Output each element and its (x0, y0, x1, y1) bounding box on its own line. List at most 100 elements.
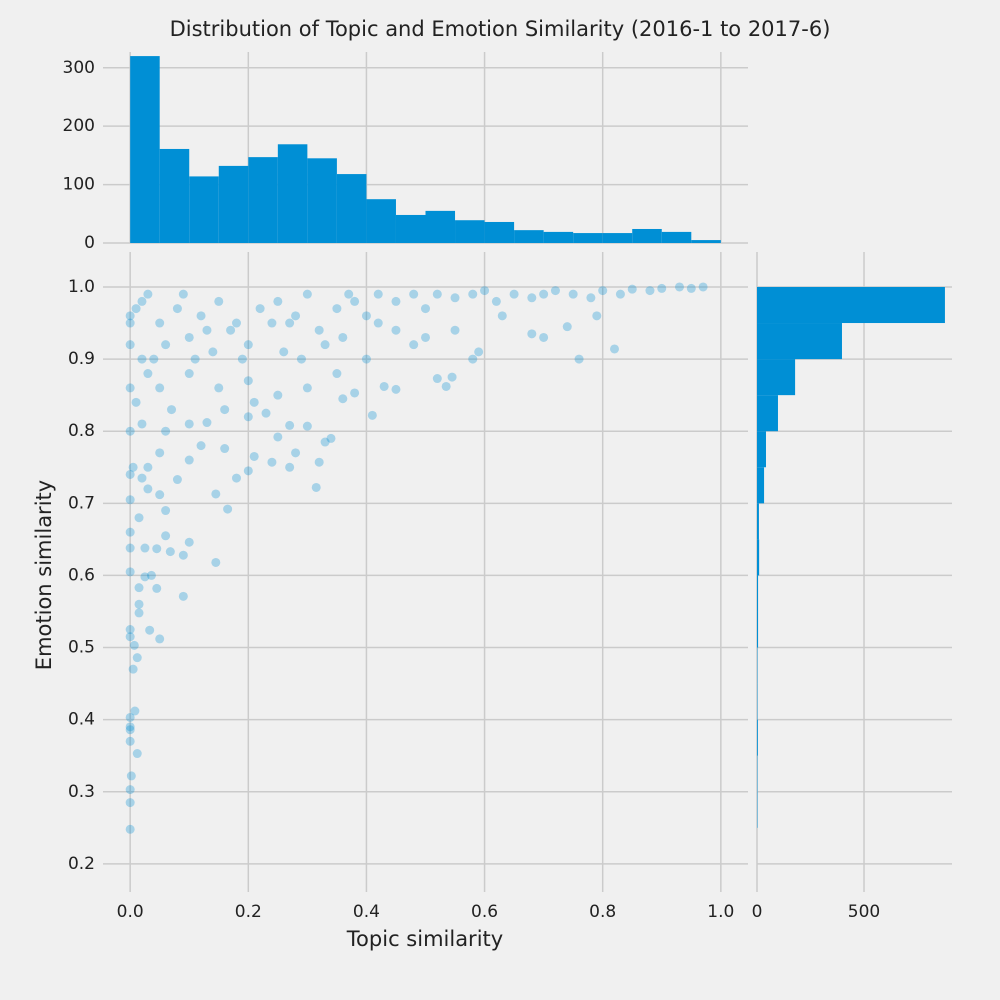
point (267, 318, 277, 328)
y-tick-label: 300 (63, 58, 95, 78)
histogram-bar (277, 144, 308, 243)
point (491, 296, 501, 306)
histogram-bar (395, 214, 426, 243)
point (161, 506, 171, 516)
point (468, 354, 478, 364)
y-tick-label: 1.0 (68, 277, 95, 297)
point (273, 432, 283, 442)
histogram-bar (366, 199, 396, 243)
y-tick-label: 0 (84, 233, 95, 253)
point (539, 332, 549, 342)
histogram-bar (189, 176, 219, 243)
point (562, 322, 572, 332)
y-tick-label: 200 (63, 116, 95, 136)
point (249, 451, 259, 461)
point (223, 504, 233, 514)
x-tick-label: 0 (752, 902, 763, 922)
point (125, 736, 135, 746)
point (125, 543, 135, 553)
histogram-bar (336, 174, 367, 243)
point (184, 455, 194, 465)
point (314, 457, 324, 467)
point (125, 383, 135, 393)
point (373, 318, 383, 328)
point (350, 388, 360, 398)
point (285, 318, 295, 328)
y-tick-label: 0.8 (68, 421, 95, 441)
point (178, 591, 188, 601)
point (586, 293, 596, 303)
point (155, 448, 165, 458)
point (391, 384, 401, 394)
point (237, 354, 247, 364)
point (149, 354, 159, 364)
point (134, 599, 144, 609)
point (361, 311, 371, 321)
point (137, 419, 147, 429)
histogram-bar (218, 165, 249, 243)
point (273, 390, 283, 400)
point (125, 426, 135, 436)
point (131, 397, 141, 407)
point (320, 437, 330, 447)
point (409, 289, 419, 299)
point (432, 374, 442, 384)
histogram-bar (757, 395, 778, 432)
point (140, 543, 150, 553)
point (441, 381, 451, 391)
histogram-bar (757, 503, 759, 540)
point (196, 441, 206, 451)
point (137, 296, 147, 306)
point (196, 311, 206, 321)
point (450, 325, 460, 335)
point (615, 289, 625, 299)
point (273, 296, 283, 306)
point (155, 383, 165, 393)
point (243, 412, 253, 422)
point (152, 583, 162, 593)
point (125, 725, 135, 735)
point (172, 475, 182, 485)
point (165, 547, 175, 557)
point (447, 372, 457, 382)
point (302, 289, 312, 299)
point (161, 340, 171, 350)
point (202, 325, 212, 335)
point (208, 347, 218, 357)
point (178, 550, 188, 560)
point (291, 311, 301, 321)
point (450, 293, 460, 303)
point (391, 325, 401, 335)
point (285, 462, 295, 472)
point (255, 304, 265, 314)
point (314, 325, 324, 335)
point (178, 289, 188, 299)
x-tick-label: 0.8 (589, 902, 616, 922)
point (509, 289, 519, 299)
histogram-bar (661, 231, 692, 243)
marks (125, 56, 945, 834)
point (550, 286, 560, 296)
y-tick-label: 0.6 (68, 565, 95, 585)
histogram-bar (602, 233, 633, 243)
point (146, 570, 156, 580)
point (421, 304, 430, 314)
histogram-bar (159, 148, 190, 243)
histogram-bar (307, 158, 337, 243)
point (172, 304, 182, 314)
point (128, 462, 138, 472)
x-tick-label: 500 (848, 902, 880, 922)
point (367, 410, 377, 420)
point (627, 284, 637, 294)
point (125, 625, 135, 635)
point (134, 513, 144, 523)
x-tick-label: 0.2 (235, 902, 262, 922)
point (320, 340, 330, 350)
point (497, 311, 507, 321)
chart-title: Distribution of Topic and Emotion Simila… (170, 17, 831, 41)
point (332, 369, 342, 379)
point (125, 469, 135, 479)
point (126, 771, 136, 781)
point (267, 457, 277, 467)
histogram-bar (484, 221, 515, 243)
